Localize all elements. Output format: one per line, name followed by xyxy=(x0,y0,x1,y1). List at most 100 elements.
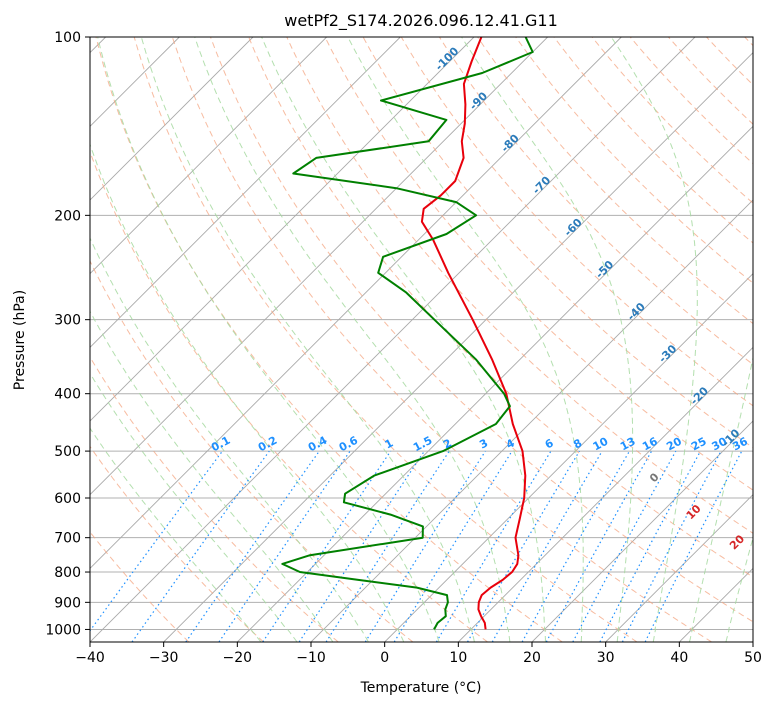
moist-adiabat-label: 30 xyxy=(774,559,775,579)
dry-adiabat-line xyxy=(286,37,753,534)
mixing-ratio-line xyxy=(466,450,580,642)
isotherm-line xyxy=(163,52,753,642)
isotherm-line xyxy=(237,125,753,642)
x-tick-label: 20 xyxy=(523,650,541,666)
mixing-ratio-label: 2 xyxy=(441,436,454,451)
mixing-ratio-line xyxy=(364,450,486,642)
x-axis-title: Temperature (°C) xyxy=(360,680,482,696)
x-tick-label: −30 xyxy=(149,650,179,666)
profile-lines xyxy=(281,37,534,630)
moist-adiabat-label: 20 xyxy=(727,532,747,552)
mixing-ratio-line xyxy=(572,450,677,642)
y-tick-label: 200 xyxy=(54,208,81,224)
dry-adiabat-line xyxy=(438,37,753,366)
background-lines xyxy=(90,37,753,642)
isotherm-line xyxy=(90,37,327,275)
theta-e-label: -90 xyxy=(467,89,490,112)
moist-adiabat-line xyxy=(90,142,405,642)
theta-e-label: -80 xyxy=(499,131,522,154)
dry-adiabat-line xyxy=(90,445,264,642)
dry-adiabat-line xyxy=(210,37,753,623)
x-tick-label: 40 xyxy=(670,650,688,666)
theta-e-label: -30 xyxy=(656,342,679,365)
moist-adiabat-line xyxy=(461,37,634,642)
mixing-ratio-label: 20 xyxy=(664,435,684,454)
dry-adiabat-line xyxy=(95,37,563,642)
mixing-ratio-label: 36 xyxy=(730,435,750,454)
mixing-ratio-label: 4 xyxy=(504,436,517,451)
dry-adiabat-line xyxy=(553,37,753,244)
axes: −40 −30 −20 −10 0 10 20 30 40 5010020030040050060… xyxy=(45,30,762,666)
isotherm-line xyxy=(531,420,753,642)
dry-adiabat-line xyxy=(90,259,414,642)
moist-adiabat-line xyxy=(610,37,698,642)
theta-e-label: -100 xyxy=(433,44,462,73)
mixing-ratio-line xyxy=(131,450,270,642)
isotherm-line xyxy=(90,37,254,201)
y-tick-label: 700 xyxy=(54,531,81,547)
y-tick-label: 100 xyxy=(54,30,81,46)
moist-adiabat-line xyxy=(90,372,298,642)
x-tick-label: −40 xyxy=(75,650,105,666)
x-tick-label: 30 xyxy=(597,650,615,666)
y-tick-label: 300 xyxy=(54,313,81,329)
dry-adiabat-line xyxy=(248,37,753,578)
moist-adiabat-line xyxy=(194,37,511,642)
isotherm-line xyxy=(752,641,753,642)
moist-adiabat-line xyxy=(90,236,369,642)
theta-e-label: -60 xyxy=(562,216,585,239)
dry-adiabat-line xyxy=(171,37,712,642)
isotherm-line xyxy=(90,37,548,496)
moist-adiabat-line xyxy=(725,536,753,642)
y-tick-label: 600 xyxy=(54,491,81,507)
mixing-ratio-line xyxy=(393,450,513,642)
y-axis-title: Pressure (hPa) xyxy=(12,290,28,390)
moist-adiabat-line xyxy=(97,37,440,642)
moist-adiabat-line xyxy=(90,427,262,642)
mixing-ratio-line xyxy=(325,450,450,642)
mixing-ratio-label: 10 xyxy=(591,435,611,454)
dry-adiabat-line xyxy=(515,37,753,284)
chart-title: wetPf2_S174.2026.096.12.41.G11 xyxy=(284,11,558,31)
mixing-ratio-label: 3 xyxy=(477,436,490,451)
mixing-ratio-line xyxy=(218,450,351,642)
moist-adiabat-line xyxy=(261,37,546,642)
dry-adiabat-line xyxy=(90,531,190,642)
moist-adiabat-line xyxy=(347,37,584,642)
mixing-ratio-line xyxy=(262,450,392,642)
isotherm-line xyxy=(458,346,753,642)
mixing-ratio-line xyxy=(185,450,320,642)
isotherm-line xyxy=(90,37,696,642)
x-tick-label: 0 xyxy=(380,650,389,666)
dry-adiabat-line xyxy=(324,37,753,491)
mixing-ratio-line xyxy=(298,450,425,642)
dewpoint-line xyxy=(281,37,534,630)
isotherm-line xyxy=(605,494,753,642)
mixing-ratio-label: 13 xyxy=(618,435,638,454)
isotherm-line xyxy=(90,37,475,422)
mixing-ratio-label: 30 xyxy=(710,435,730,454)
y-tick-label: 500 xyxy=(54,444,81,460)
x-tick-label: 10 xyxy=(449,650,467,666)
mixing-ratio-label: 25 xyxy=(689,435,709,454)
x-tick-label: −20 xyxy=(223,650,253,666)
dry-adiabat-line xyxy=(591,37,753,204)
dry-adiabat-line xyxy=(668,37,753,125)
y-tick-label: 1000 xyxy=(45,622,81,638)
theta-e-label: -70 xyxy=(530,174,553,197)
isotherm-line xyxy=(384,273,753,642)
x-tick-label: −10 xyxy=(296,650,326,666)
theta-e-label: -20 xyxy=(688,384,711,407)
line-labels: 0.1 0.2 0.4 0.6 1 1.5 2 3 4 6 8 10 13 16 20 25 30 36-100-… xyxy=(209,44,775,579)
isotherm-line xyxy=(90,37,622,569)
y-tick-label: 800 xyxy=(54,565,81,581)
isotherm-line xyxy=(90,37,401,348)
plot-frame xyxy=(89,36,754,643)
moist-adiabat-label: 10 xyxy=(684,502,704,522)
mixing-ratio-label: 16 xyxy=(640,435,660,454)
temperature-line xyxy=(420,37,527,630)
dry-adiabat-line xyxy=(90,150,488,642)
y-tick-label: 900 xyxy=(54,595,81,611)
x-tick-label: 50 xyxy=(744,650,762,666)
